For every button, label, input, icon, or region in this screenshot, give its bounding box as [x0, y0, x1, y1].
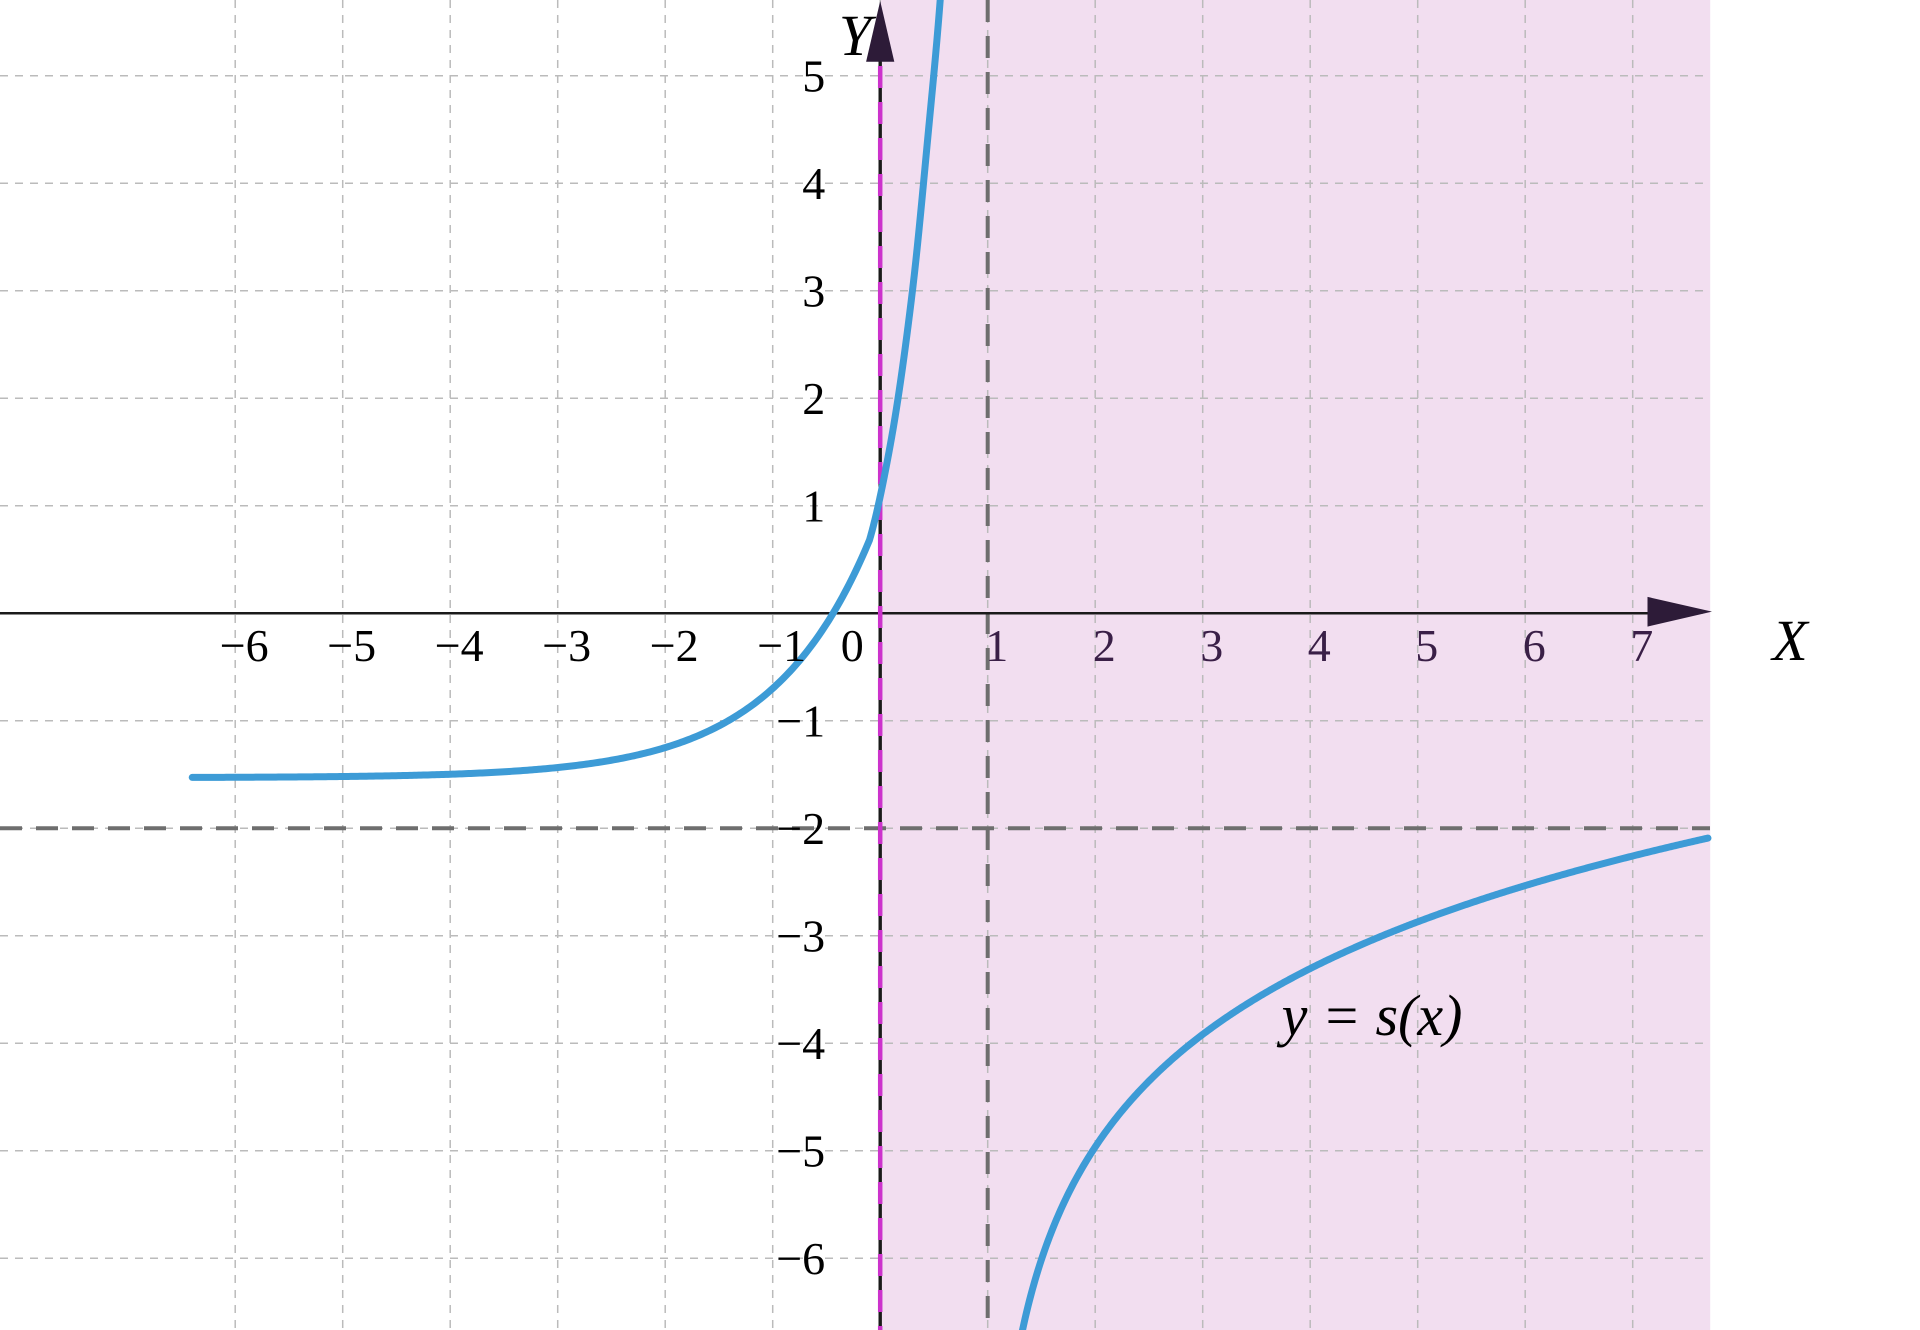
- svg-text:7: 7: [1630, 620, 1653, 671]
- svg-text:3: 3: [1200, 620, 1223, 671]
- svg-text:4: 4: [1308, 620, 1331, 671]
- svg-text:−4: −4: [435, 620, 484, 671]
- svg-text:−4: −4: [776, 1018, 825, 1069]
- svg-text:−1: −1: [757, 620, 806, 671]
- svg-text:y = s(x): y = s(x): [1277, 983, 1463, 1048]
- svg-text:1: 1: [985, 620, 1008, 671]
- svg-text:−1: −1: [776, 696, 825, 747]
- svg-text:−6: −6: [776, 1233, 825, 1284]
- svg-text:0: 0: [841, 620, 864, 671]
- svg-text:2: 2: [1093, 620, 1116, 671]
- svg-text:5: 5: [1415, 620, 1438, 671]
- svg-text:6: 6: [1523, 620, 1546, 671]
- svg-text:1: 1: [802, 481, 825, 532]
- svg-text:−6: −6: [220, 620, 269, 671]
- svg-text:3: 3: [802, 266, 825, 317]
- svg-text:X: X: [1770, 608, 1810, 673]
- svg-text:−3: −3: [542, 620, 591, 671]
- svg-text:−5: −5: [776, 1126, 825, 1177]
- svg-text:2: 2: [802, 373, 825, 424]
- svg-text:5: 5: [802, 51, 825, 102]
- svg-text:−2: −2: [650, 620, 699, 671]
- svg-text:4: 4: [802, 158, 825, 209]
- svg-text:−5: −5: [327, 620, 376, 671]
- svg-text:−2: −2: [776, 803, 825, 854]
- svg-text:−3: −3: [776, 911, 825, 962]
